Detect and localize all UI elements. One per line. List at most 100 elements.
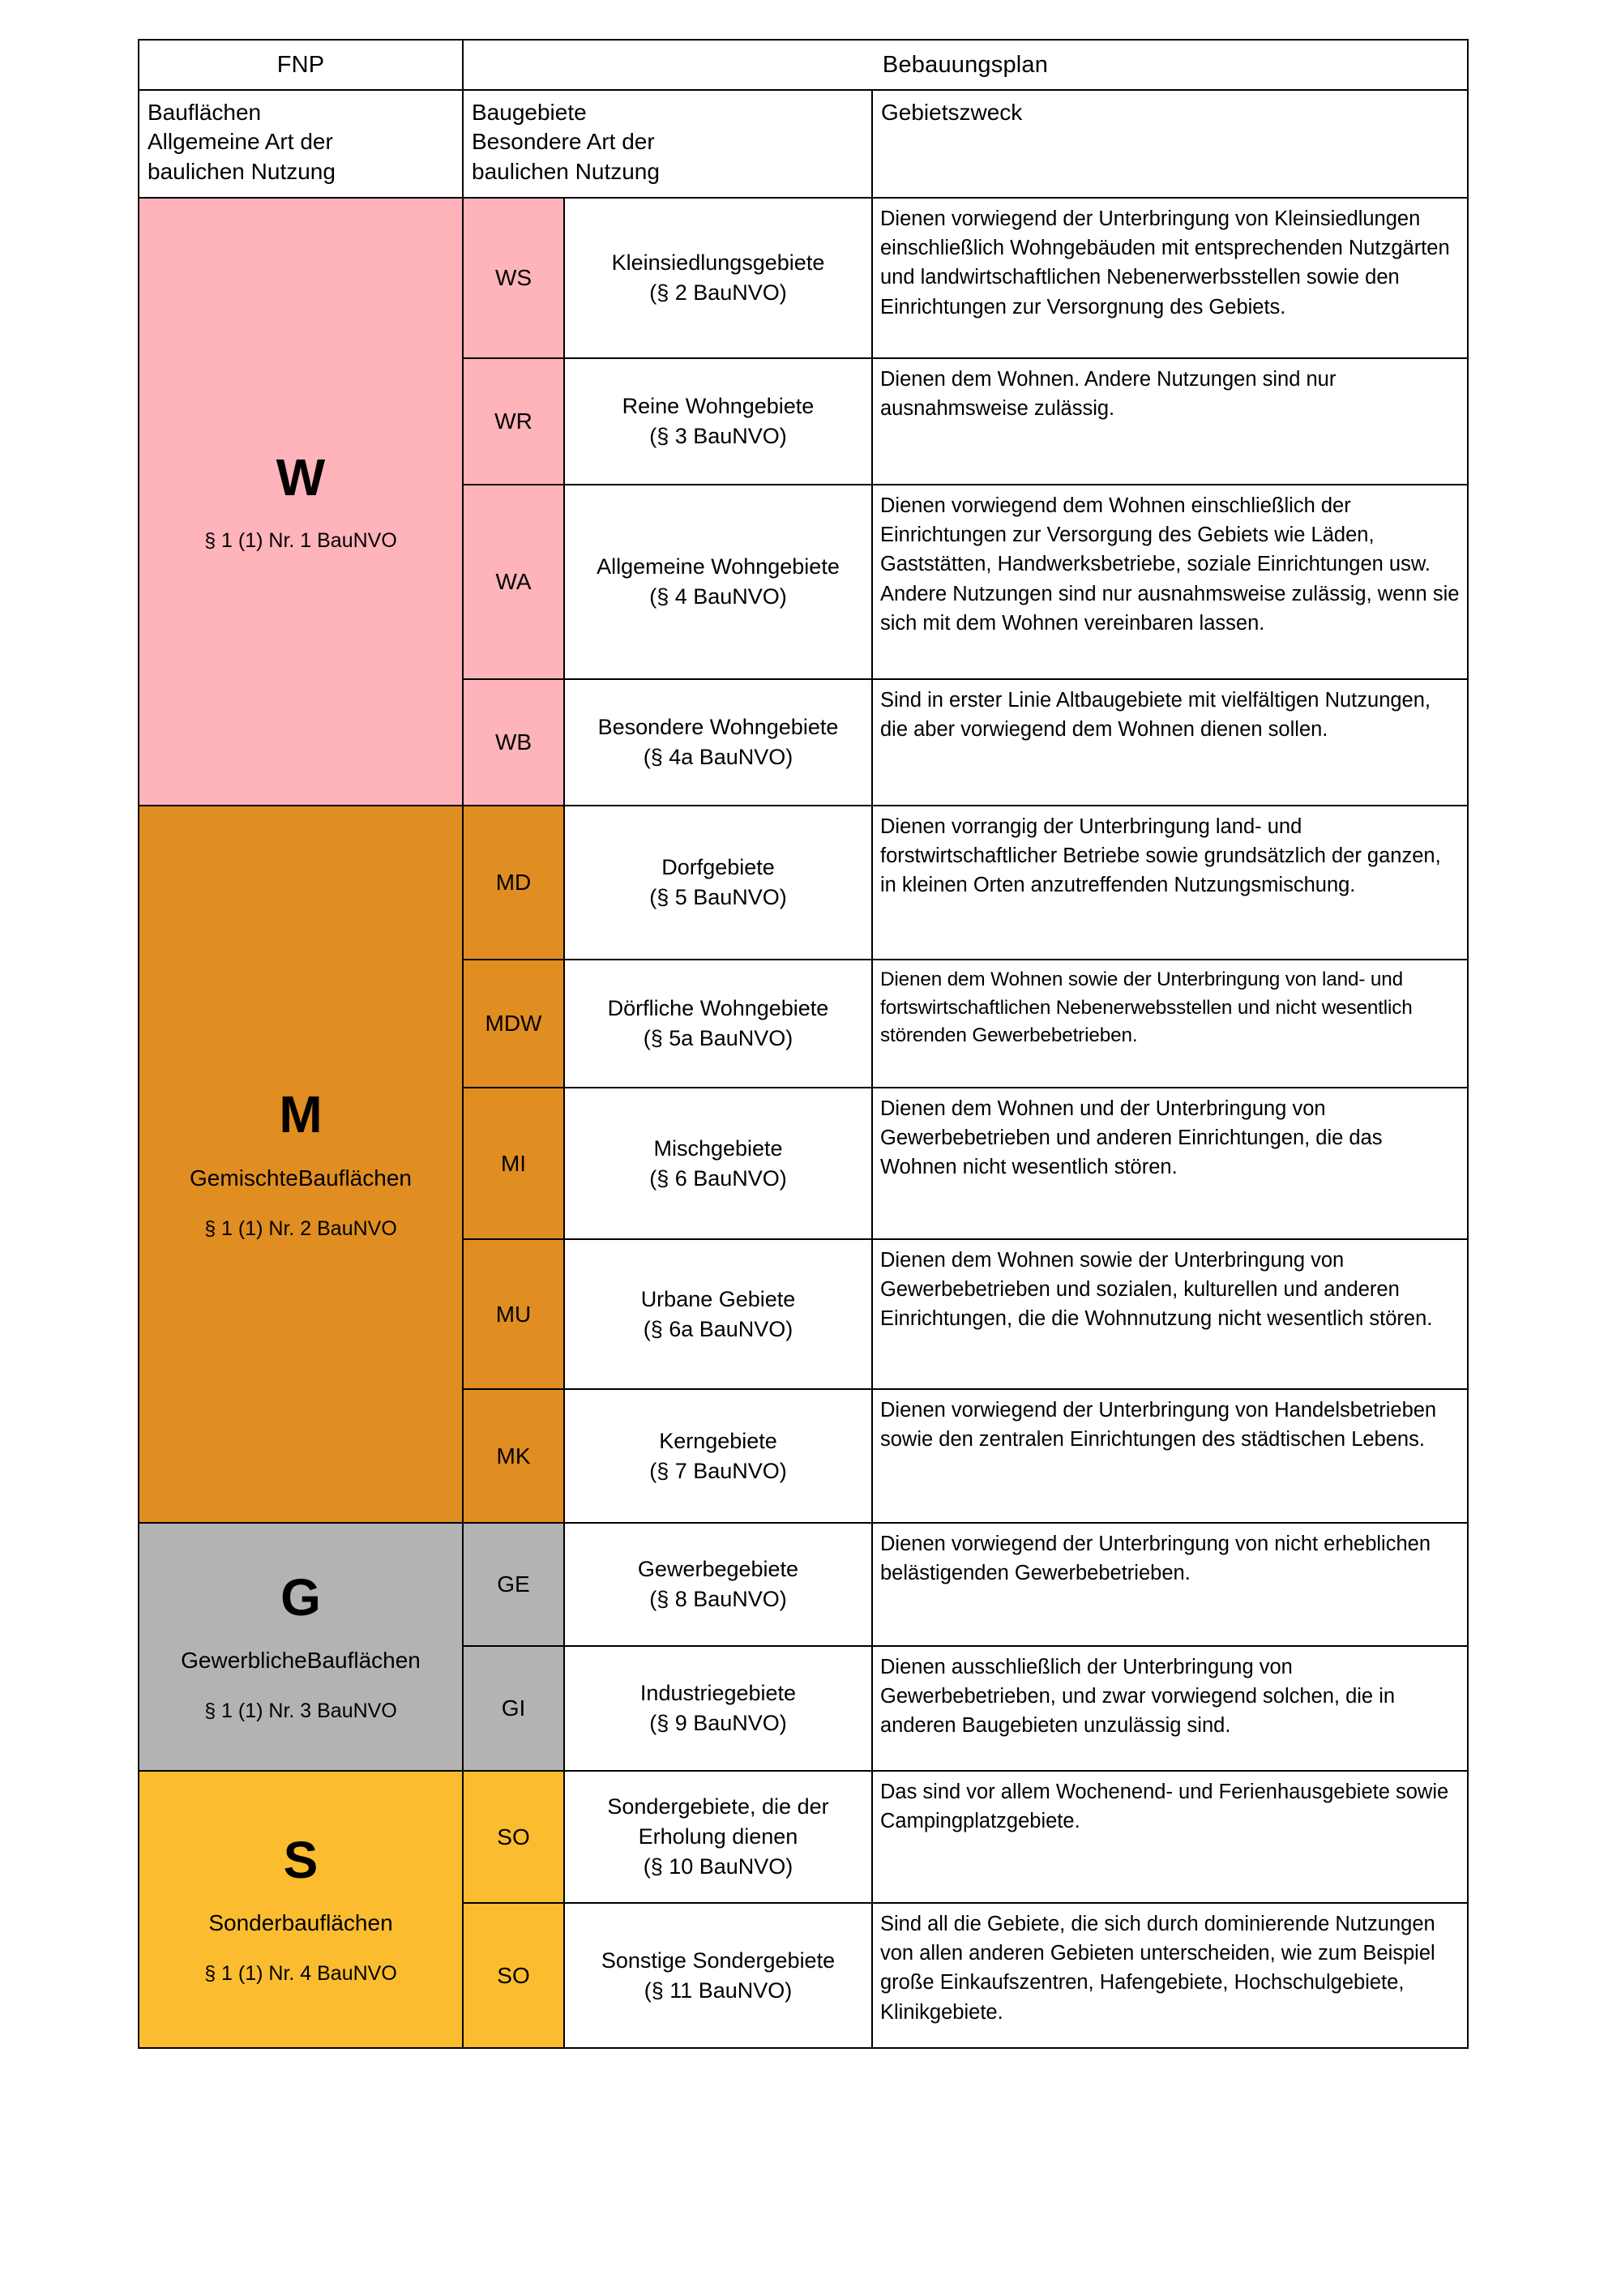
header-bauflaechen-line1: Bauflächen [148, 100, 262, 125]
header-fnp: FNP [138, 39, 464, 91]
baugebiet-abbreviation: MI [462, 1087, 565, 1240]
baugebiet-abbreviation: MD [462, 805, 565, 960]
gebietszweck-text: Sind in erster Linie Altbaugebiete mit v… [870, 678, 1469, 806]
baugebiet-name-line2: (§ 4a BauNVO) [643, 745, 793, 769]
baugebiet-name-cell: Gewerbegebiete (§ 8 BauNVO) [563, 1522, 873, 1647]
gebietszweck-text: Dienen dem Wohnen und der Unterbringung … [870, 1087, 1469, 1240]
gebietszweck-text: Das sind vor allem Wochenend- und Ferien… [870, 1770, 1469, 1904]
baugebiet-name-line1: Besondere Wohngebiete [597, 715, 839, 740]
baugebiet-abbreviation: SO [462, 1902, 565, 2049]
header-col-baugebiete: Baugebiete Besondere Art der baulichen N… [462, 89, 873, 199]
baugebiet-name-cell: Kleinsiedlungsgebiete (§ 2 BauNVO) [563, 197, 873, 359]
category-legal-reference: § 1 (1) Nr. 2 BauNVO [204, 1216, 397, 1240]
fnp-bebauungsplan-table: FNP Bebauungsplan Bauflächen Allgemeine … [138, 39, 1469, 2049]
category-cell-m: M GemischteBauflächen § 1 (1) Nr. 2 BauNVO [138, 805, 464, 1524]
baugebiet-name-cell: Mischgebiete (§ 6 BauNVO) [563, 1087, 873, 1240]
gebietszweck-text: Dienen vorrangig der Unterbringung land-… [870, 805, 1469, 960]
baugebiet-name-line1: Sondergebiete, die der [607, 1794, 829, 1819]
baugebiet-name-line1: Gewerbegebiete [637, 1557, 799, 1582]
baugebiet-abbreviation: MDW [462, 959, 565, 1088]
baugebiet-name-line1: Kerngebiete [659, 1428, 777, 1453]
gebietszweck-text: Sind all die Gebiete, die sich durch dom… [870, 1902, 1469, 2049]
baugebiet-abbreviation: WR [462, 357, 565, 485]
header-gebietszweck-line1: Gebietszweck [881, 100, 1023, 125]
baugebiet-name-line2: (§ 3 BauNVO) [649, 424, 787, 448]
category-legal-reference: § 1 (1) Nr. 4 BauNVO [204, 1962, 397, 1985]
baugebiet-abbreviation: MK [462, 1388, 565, 1524]
category-cell-w: W § 1 (1) Nr. 1 BauNVO [138, 197, 464, 806]
table-row: MI Mischgebiete (§ 6 BauNVO) Dienen dem Woh… [139, 1087, 1469, 1240]
baugebiet-name-line2: (§ 7 BauNVO) [649, 1458, 787, 1483]
category-name: GewerblicheBauflächen [149, 1646, 452, 1675]
baugebiet-abbreviation: WB [462, 678, 565, 806]
table-row: W § 1 (1) Nr. 1 BauNVO WS Kleinsiedlungsgeb… [138, 197, 1469, 806]
table-row: MDW Dörfliche Wohngebiete (§ 5a BauNVO) Die… [139, 959, 1469, 1088]
baugebiet-abbreviation: GE [462, 1522, 565, 1647]
header-baugebiete-line1: Baugebiete [472, 100, 587, 125]
baugebiet-abbreviation: WA [462, 484, 565, 680]
category-legal-reference: § 1 (1) Nr. 3 BauNVO [204, 1700, 397, 1722]
header-col-bauflaechen: Bauflächen Allgemeine Art der baulichen … [138, 89, 464, 199]
baugebiet-name-cell: Allgemeine Wohngebiete (§ 4 BauNVO) [563, 484, 873, 680]
baugebiet-name-line2: (§ 6 BauNVO) [649, 1165, 787, 1191]
baugebiet-name-line3: (§ 10 BauNVO) [643, 1853, 793, 1879]
baugebiet-name-cell: Besondere Wohngebiete (§ 4a BauNVO) [563, 678, 873, 806]
baugebiet-name-cell: Sonstige Sondergebiete (§ 11 BauNVO) [563, 1902, 873, 2049]
category-legal-reference: § 1 (1) Nr. 1 BauNVO [204, 529, 397, 553]
header-bebauungsplan: Bebauungsplan [461, 39, 1469, 91]
table-row: WR Reine Wohngebiete (§ 3 BauNVO) Dienen de… [139, 357, 1469, 485]
baugebiet-name-line2: (§ 5a BauNVO) [643, 1026, 793, 1050]
baugebiet-name-cell: Kerngebiete (§ 7 BauNVO) [563, 1388, 873, 1524]
gebietszweck-text: Dienen vorwiegend der Unterbringung von … [870, 1522, 1469, 1647]
table-row: MK Kerngebiete (§ 7 BauNVO) Dienen vorwiege… [139, 1388, 1469, 1524]
gebietszweck-text: Dienen vorwiegend der Unterbringung von … [870, 1388, 1469, 1524]
gebietszweck-text: Dienen dem Wohnen. Andere Nutzungen sind… [870, 357, 1469, 485]
header-col-gebietszweck: Gebietszweck [870, 89, 1469, 199]
header-row-columns: Bauflächen Allgemeine Art der baulichen … [138, 89, 1469, 199]
gebietszweck-text: Dienen vorwiegend der Unterbringung von … [870, 197, 1469, 359]
baugebiet-name-cell: Sondergebiete, die der Erholung dienen (§ … [563, 1770, 873, 1904]
baugebiet-name-cell: Reine Wohngebiete (§ 3 BauNVO) [563, 357, 873, 485]
category-name: Sonderbauflächen [149, 1909, 452, 1938]
baugebiet-name-cell: Industriegebiete (§ 9 BauNVO) [563, 1645, 873, 1772]
table-row: WA Allgemeine Wohngebiete (§ 4 BauNVO) Dien… [139, 484, 1469, 680]
baugebiet-name-cell: Urbane Gebiete (§ 6a BauNVO) [563, 1238, 873, 1390]
gebietszweck-text: Dienen vorwiegend dem Wohnen einschließl… [870, 484, 1469, 680]
baugebiet-name-line1: Mischgebiete [653, 1135, 783, 1161]
baugebiet-name-line2: (§ 6a BauNVO) [643, 1316, 793, 1341]
category-cell-s: S Sonderbauflächen § 1 (1) Nr. 4 BauNVO [138, 1770, 464, 2049]
baugebiet-abbreviation: SO [462, 1770, 565, 1904]
baugebiet-name-line1: Industriegebiete [639, 1681, 797, 1706]
table-row: WB Besondere Wohngebiete (§ 4a BauNVO) Sind… [139, 678, 1469, 806]
baugebiet-name-line2: (§ 2 BauNVO) [649, 280, 787, 305]
table-row: S Sonderbauflächen § 1 (1) Nr. 4 BauNVO SO S… [138, 1770, 1469, 2049]
table-header: FNP Bebauungsplan Bauflächen Allgemeine … [138, 39, 1469, 199]
category-letter: G [280, 1567, 321, 1627]
header-bauflaechen-line3: baulichen Nutzung [148, 158, 336, 184]
gebietszweck-text: Dienen dem Wohnen sowie der Unterbringun… [870, 959, 1469, 1088]
baugebiet-name-line1: Dörfliche Wohngebiete [607, 996, 829, 1021]
baugebiet-name-line2: (§ 8 BauNVO) [649, 1587, 787, 1611]
category-name-line1: Gemischte [190, 1165, 298, 1191]
baugebiet-name-line1: Sonstige Sondergebiete [601, 1948, 836, 1973]
header-baugebiete-line3: baulichen Nutzung [472, 158, 660, 184]
category-name-line2: Bauflächen [306, 1648, 421, 1674]
table-body: W § 1 (1) Nr. 1 BauNVO WS Kleinsiedlungsgeb… [138, 197, 1469, 2049]
table-row: GI Industriegebiete (§ 9 BauNVO) Dienen aus… [139, 1645, 1469, 1772]
baugebiet-name-cell: Dörfliche Wohngebiete (§ 5a BauNVO) [563, 959, 873, 1088]
baugebiet-name-line2: Erholung dienen [638, 1824, 798, 1849]
category-letter: W [276, 447, 326, 507]
header-baugebiete-line2: Besondere Art der [472, 129, 655, 155]
baugebiet-name-line2: (§ 11 BauNVO) [644, 1977, 793, 2003]
category-name-line2: Bauflächen [297, 1165, 412, 1191]
baugebiet-name-line2: (§ 9 BauNVO) [649, 1711, 787, 1735]
baugebiet-abbreviation: WS [462, 197, 565, 359]
category-cell-g: G GewerblicheBauflächen § 1 (1) Nr. 3 BauN… [138, 1522, 464, 1772]
category-letter: M [279, 1085, 323, 1144]
baugebiet-name-line1: Kleinsiedlungsgebiete [611, 250, 825, 276]
table-row: MU Urbane Gebiete (§ 6a BauNVO) Dienen dem … [139, 1238, 1469, 1390]
header-bauflaechen-line2: Allgemeine Art der [148, 129, 333, 155]
category-name: GemischteBauflächen [149, 1164, 452, 1193]
category-name-line1: Gewerbliche [181, 1648, 307, 1674]
baugebiet-abbreviation: GI [462, 1645, 565, 1772]
